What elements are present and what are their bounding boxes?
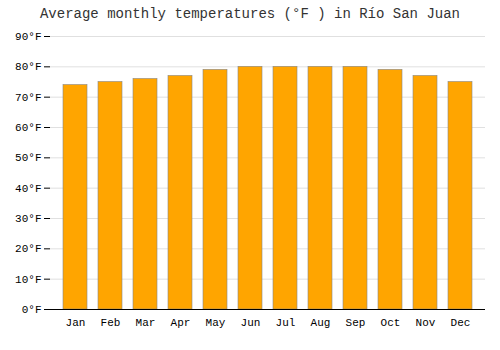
svg-text:Nov: Nov <box>416 317 436 329</box>
svg-text:Sep: Sep <box>346 317 366 329</box>
svg-text:Feb: Feb <box>101 317 121 329</box>
svg-text:Jan: Jan <box>66 317 86 329</box>
svg-text:Mar: Mar <box>136 317 156 329</box>
svg-text:70°F: 70°F <box>15 92 41 104</box>
svg-text:Jul: Jul <box>276 317 296 329</box>
svg-text:May: May <box>206 317 226 329</box>
html-text:Average monthly temperatures (: Average monthly temperatures (°F ) in Rí… <box>40 6 460 22</box>
svg-text:0°F: 0°F <box>22 304 42 316</box>
svg-text:80°F: 80°F <box>15 61 41 73</box>
svg-text:Apr: Apr <box>171 317 191 329</box>
svg-text:Jun: Jun <box>241 317 261 329</box>
svg-text:40°F: 40°F <box>15 183 41 195</box>
svg-text:10°F: 10°F <box>15 274 41 286</box>
svg-text:50°F: 50°F <box>15 152 41 164</box>
svg-text:60°F: 60°F <box>15 122 41 134</box>
svg-text:20°F: 20°F <box>15 243 41 255</box>
svg-text:30°F: 30°F <box>15 213 41 225</box>
svg-text:Dec: Dec <box>451 317 471 329</box>
svg-text:90°F: 90°F <box>15 31 41 43</box>
svg-text:Aug: Aug <box>311 317 331 329</box>
svg-text:Oct: Oct <box>381 317 401 329</box>
